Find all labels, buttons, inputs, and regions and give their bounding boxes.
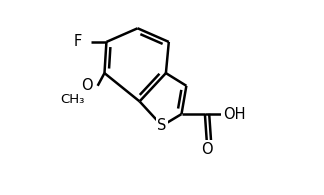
Text: CH₃: CH₃: [61, 93, 85, 106]
Text: F: F: [74, 35, 82, 49]
Text: O: O: [81, 78, 93, 93]
Text: O: O: [201, 142, 213, 157]
Text: S: S: [157, 118, 167, 133]
Text: OH: OH: [223, 107, 245, 121]
